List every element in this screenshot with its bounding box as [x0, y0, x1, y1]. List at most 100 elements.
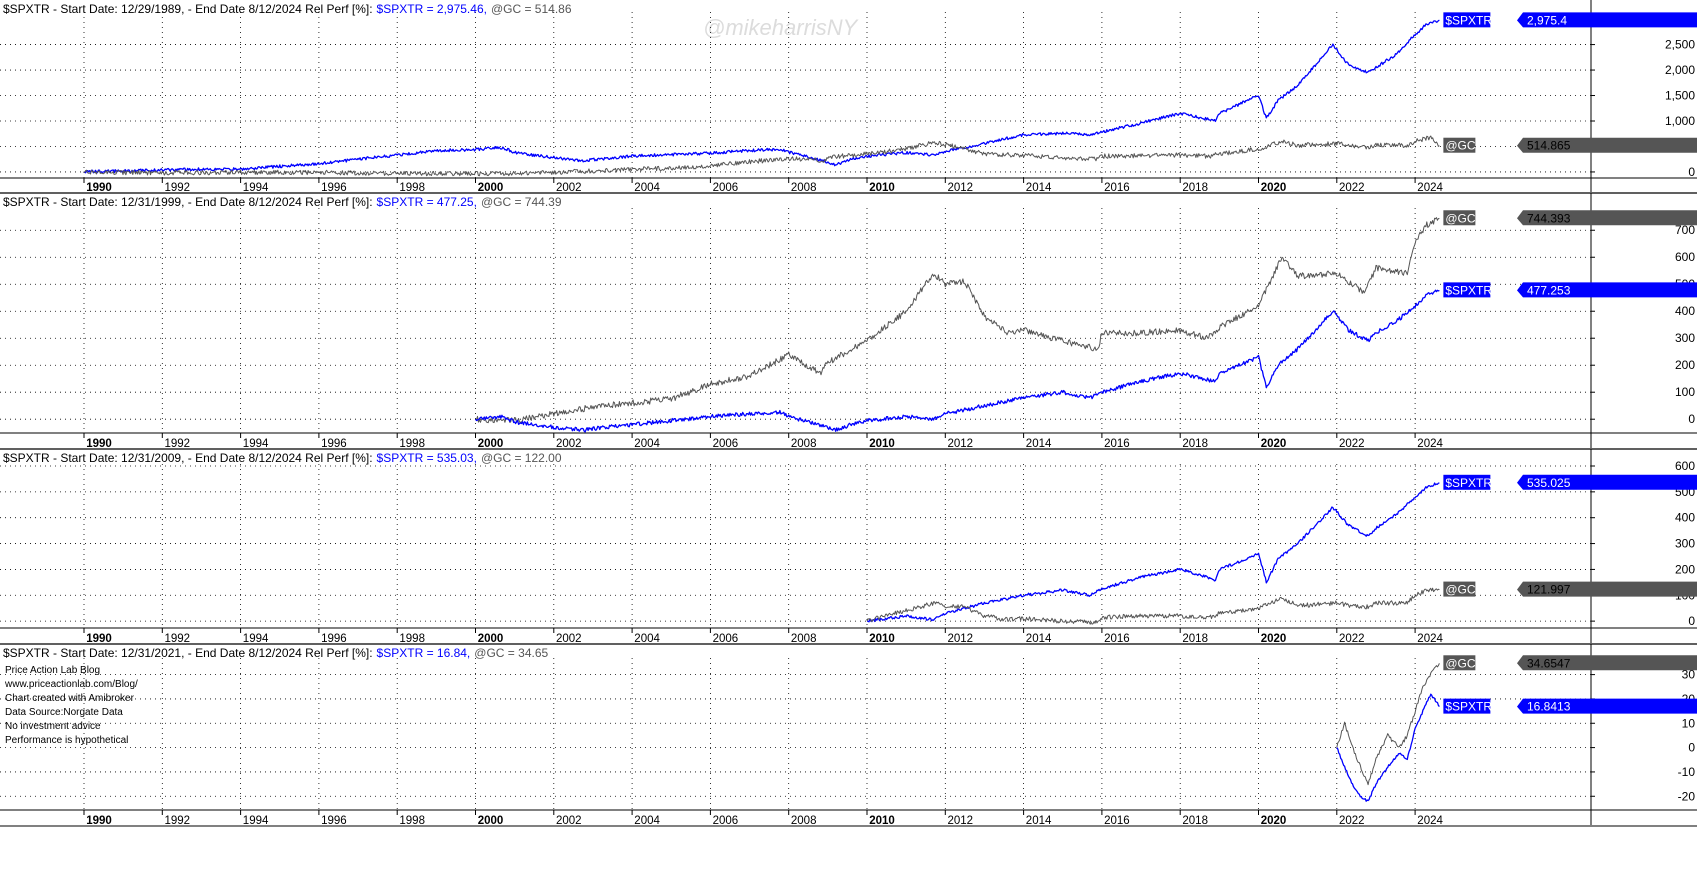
pane-title-spx: $SPXTR = 477.25, [377, 195, 477, 209]
series-tag: @GC [1445, 656, 1476, 670]
series-line-gc [83, 135, 1440, 177]
chart-pane-3: 0100200300400500600199019921994199619982… [0, 448, 1697, 645]
series-line-spxtr [83, 19, 1440, 174]
x-tick-label: 2002 [556, 182, 582, 194]
pane-title-prefix: $SPXTR - Start Date: 12/31/2009, - End D… [3, 451, 373, 465]
x-tick-label: 1996 [321, 438, 347, 450]
last-value-box [1517, 655, 1697, 671]
x-tick-label: 2012 [948, 815, 974, 827]
y-tick-label: 2,500 [1665, 38, 1695, 52]
x-tick-label: 2004 [634, 633, 660, 645]
last-value-label: 535.025 [1527, 476, 1571, 490]
chart-pane-2: 0100200300400500600700199019921994199619… [0, 192, 1697, 450]
x-tick-label: 2020 [1261, 182, 1287, 194]
info-line: Chart created with Amibroker [5, 693, 135, 704]
x-tick-label: 2000 [478, 633, 504, 645]
series-tag: $SPXTR [1445, 13, 1492, 27]
series-tag: $SPXTR [1445, 700, 1492, 714]
x-tick-label: 2014 [1026, 438, 1052, 450]
x-tick-label: 2014 [1026, 633, 1052, 645]
y-tick-label: 2,000 [1665, 63, 1695, 77]
x-tick-label: 2018 [1182, 633, 1208, 645]
x-tick-label: 1994 [243, 633, 269, 645]
x-tick-label: 2000 [478, 182, 504, 194]
y-tick-label: 10 [1682, 716, 1696, 730]
x-tick-label: 1996 [321, 633, 347, 645]
x-tick-label: 2006 [713, 633, 739, 645]
y-tick-label: -20 [1678, 789, 1696, 803]
pane-title-gc: @GC = 744.39 [481, 195, 562, 209]
y-tick-label: 0 [1688, 412, 1695, 426]
pane-title: $SPXTR - Start Date: 12/31/2021, - End D… [3, 646, 548, 660]
y-tick-label: 30 [1682, 668, 1696, 682]
x-tick-label: 2016 [1104, 815, 1130, 827]
series-tag-box [1443, 137, 1476, 153]
series-line-gc [866, 587, 1440, 625]
x-tick-label: 2014 [1026, 182, 1052, 194]
chart-pane-1: 05001,0001,5002,0002,5001990199219941996… [0, 0, 1697, 194]
last-value-label: 2,975.4 [1527, 13, 1567, 27]
x-tick-label: 1994 [243, 182, 269, 194]
last-value-box [1517, 581, 1697, 597]
info-line: Price Action Lab Blog [5, 665, 100, 676]
last-value-label: 477.253 [1527, 283, 1571, 297]
x-tick-label: 1990 [86, 815, 112, 827]
series-tag: $SPXTR [1445, 476, 1492, 490]
x-tick-label: 2012 [948, 633, 974, 645]
x-tick-label: 2006 [713, 815, 739, 827]
x-tick-label: 1992 [165, 633, 191, 645]
x-tick-label: 1998 [399, 182, 425, 194]
pane-title-spx: $SPXTR = 16.84, [377, 646, 471, 660]
pane-title-gc: @GC = 514.86 [491, 2, 572, 16]
x-tick-label: 2020 [1261, 438, 1287, 450]
y-tick-label: 600 [1675, 250, 1695, 264]
x-tick-label: 2000 [478, 815, 504, 827]
pane-title: $SPXTR - Start Date: 12/29/1989, - End D… [3, 2, 572, 16]
x-tick-label: 1992 [165, 438, 191, 450]
x-tick-label: 2002 [556, 438, 582, 450]
x-tick-label: 2010 [869, 815, 895, 827]
series-line-gc [1336, 663, 1440, 786]
x-tick-label: 2012 [948, 182, 974, 194]
x-tick-label: 1990 [86, 182, 112, 194]
series-tag-box [1443, 210, 1476, 226]
series-tag-box [1443, 474, 1491, 490]
x-tick-label: 1994 [243, 815, 269, 827]
y-tick-label: 1,500 [1665, 89, 1695, 103]
x-tick-label: 2008 [791, 438, 817, 450]
last-value-label: 744.393 [1527, 211, 1571, 225]
x-tick-label: 2004 [634, 182, 660, 194]
x-tick-label: 2016 [1104, 438, 1130, 450]
series-tag-box [1443, 12, 1491, 28]
y-tick-label: 0 [1688, 614, 1695, 628]
x-tick-label: 1992 [165, 182, 191, 194]
series-line-spxtr [866, 482, 1440, 623]
x-tick-label: 1998 [399, 815, 425, 827]
x-tick-label: 1998 [399, 633, 425, 645]
x-tick-label: 2024 [1417, 438, 1443, 450]
x-tick-label: 2016 [1104, 633, 1130, 645]
series-tag: @GC [1445, 583, 1476, 597]
series-tag: @GC [1445, 211, 1476, 225]
x-tick-label: 2014 [1026, 815, 1052, 827]
y-tick-label: 300 [1675, 537, 1695, 551]
last-value-box [1517, 474, 1697, 490]
series-tag-box [1443, 581, 1476, 597]
x-tick-label: 2006 [713, 182, 739, 194]
pane-title: $SPXTR - Start Date: 12/31/2009, - End D… [3, 451, 562, 465]
pane-title-gc: @GC = 122.00 [481, 451, 562, 465]
x-tick-label: 2002 [556, 633, 582, 645]
x-tick-label: 1998 [399, 438, 425, 450]
x-tick-label: 2010 [869, 182, 895, 194]
pane-title-spx: $SPXTR = 535.03, [377, 451, 477, 465]
watermark: @mikeharrisNY [703, 15, 859, 40]
x-tick-label: 2000 [478, 438, 504, 450]
last-value-box [1517, 210, 1697, 226]
pane-title: $SPXTR - Start Date: 12/31/1999, - End D… [3, 195, 562, 209]
series-tag-box [1443, 282, 1491, 298]
x-tick-label: 2008 [791, 182, 817, 194]
x-tick-label: 2012 [948, 438, 974, 450]
x-tick-label: 2018 [1182, 182, 1208, 194]
y-tick-label: 400 [1675, 511, 1695, 525]
